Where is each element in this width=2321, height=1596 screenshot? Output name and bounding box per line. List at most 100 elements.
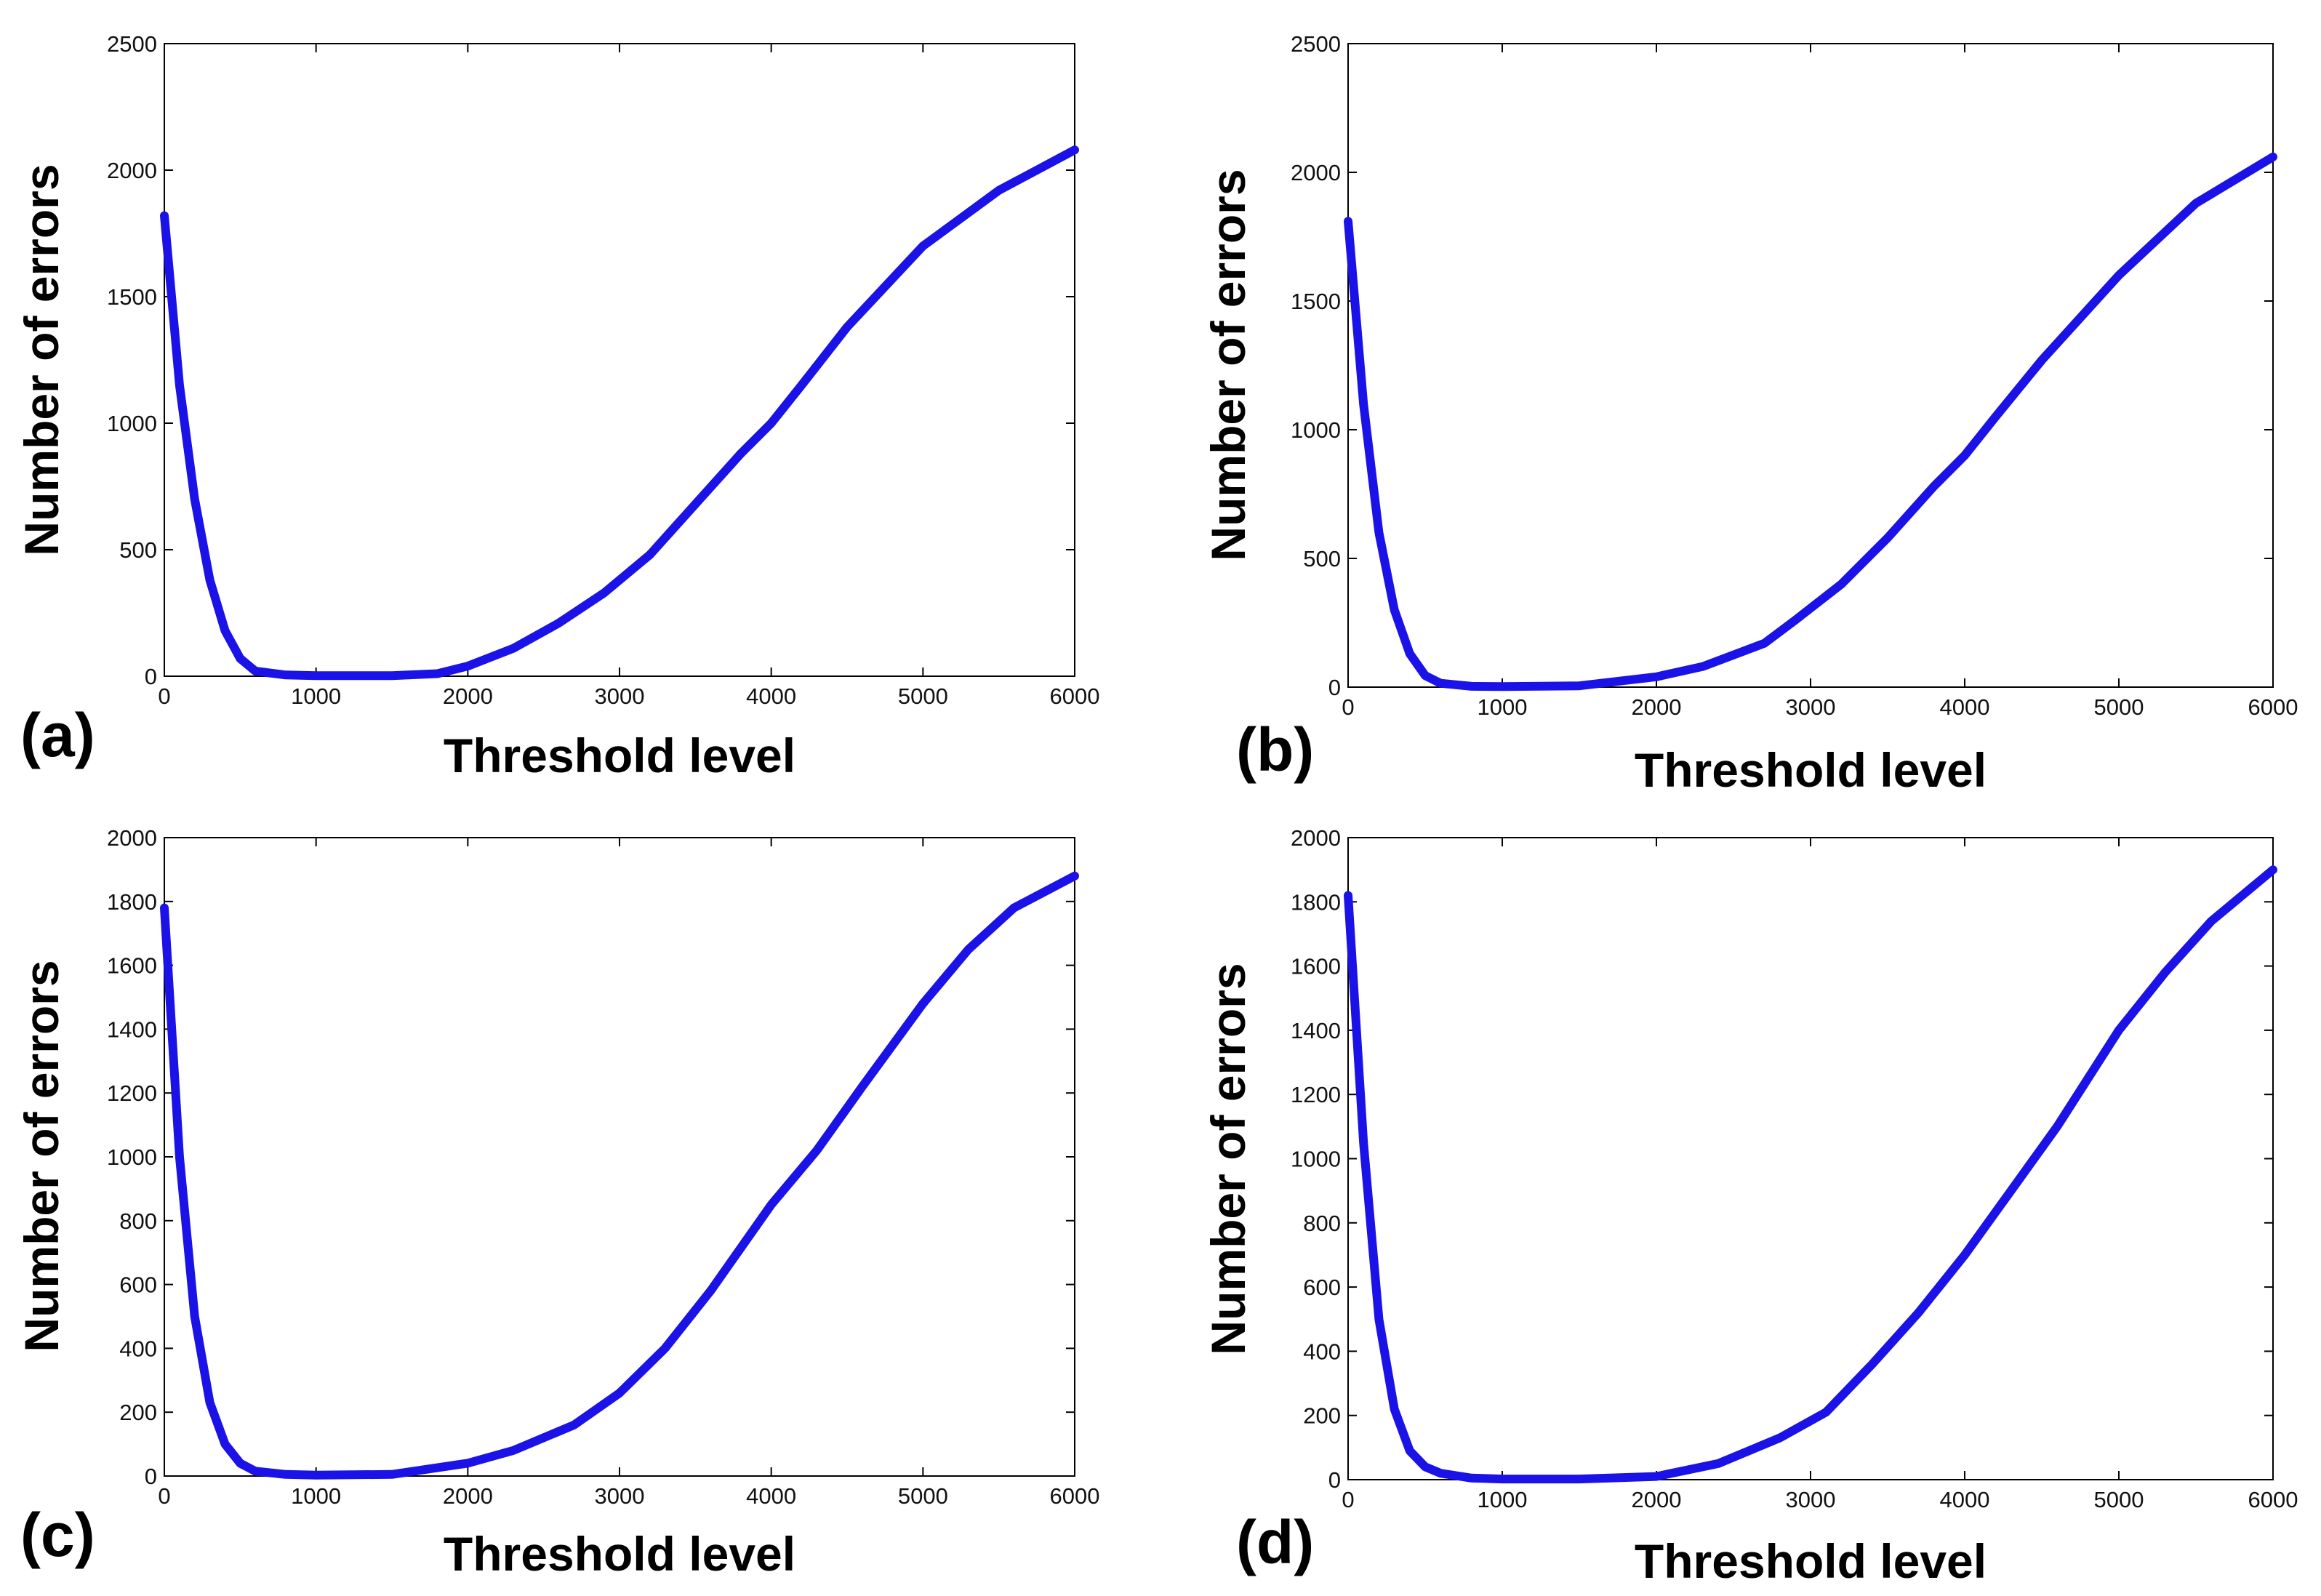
data-point (1467, 682, 1475, 690)
y-tick-label: 800 (119, 1208, 157, 1234)
data-point (175, 1153, 183, 1160)
data-point (1776, 1434, 1784, 1442)
plot-frame (164, 837, 1075, 1477)
data-point (1653, 673, 1660, 681)
data-point (509, 1446, 517, 1454)
y-tick-label: 500 (1303, 546, 1341, 572)
data-point (1884, 534, 1891, 542)
data-point (1930, 482, 1938, 490)
data-point (281, 1470, 289, 1478)
x-tick-label: 4000 (746, 1483, 796, 1509)
data-point (1653, 1472, 1660, 1480)
y-tick-label: 1600 (107, 953, 157, 979)
x-tick-label: 2000 (1632, 694, 1682, 720)
chart-panel-1: 0 1000 2000 3000 4000 5000 6000 0 500 1000 1500 200… (1201, 31, 2298, 797)
x-tick-label: 2000 (443, 683, 493, 709)
y-tick-label: 500 (119, 537, 157, 563)
data-point (161, 212, 168, 220)
y-tick-label: 1000 (107, 1144, 157, 1170)
data-point (1837, 580, 1845, 588)
y-tick-label: 1400 (107, 1016, 157, 1042)
data-point (1375, 529, 1383, 537)
y-tick-label: 1000 (1291, 1147, 1341, 1172)
data-point (767, 420, 775, 427)
data-point (813, 1147, 821, 1155)
data-point (1390, 606, 1398, 614)
x-tick-label: 6000 (2248, 694, 2298, 720)
x-tick-label: 4000 (746, 683, 796, 709)
y-tick-label: 600 (119, 1272, 157, 1298)
data-point (252, 1467, 260, 1475)
data-point (2269, 866, 2277, 874)
data-point (1360, 400, 1368, 408)
data-point (616, 1389, 623, 1397)
data-point (236, 1459, 244, 1467)
x-tick-label: 6000 (1050, 1483, 1100, 1509)
y-tick-label: 2000 (107, 825, 157, 851)
y-tick-label: 2000 (107, 158, 157, 183)
data-point (252, 667, 260, 675)
data-point (2161, 969, 2169, 977)
y-tick-label: 2500 (107, 31, 157, 57)
data-point (1576, 1475, 1583, 1483)
y-tick-label: 0 (145, 1464, 157, 1489)
data-point (1406, 649, 1414, 657)
x-tick-label: 4000 (1940, 694, 1990, 720)
x-tick-label: 6000 (1050, 683, 1100, 709)
data-point (191, 1312, 199, 1320)
data-point (1071, 872, 1078, 880)
y-tick-label: 600 (1303, 1275, 1341, 1300)
x-tick-label: 5000 (898, 1483, 948, 1509)
series-line-errors (1344, 152, 2277, 691)
x-tick-label: 0 (1342, 694, 1354, 720)
data-point (2208, 917, 2216, 925)
y-tick-label: 1500 (1291, 289, 1341, 314)
data-point (555, 619, 563, 627)
panel-label: (d) (1236, 1508, 1314, 1576)
data-point (1071, 146, 1078, 154)
data-point (1699, 662, 1707, 670)
panel-label: (c) (20, 1501, 95, 1569)
data-point (692, 500, 699, 508)
y-tick-label: 1400 (1291, 1018, 1341, 1043)
x-tick-label: 0 (1342, 1487, 1354, 1512)
y-tick-label: 800 (1303, 1211, 1341, 1236)
data-point (1406, 1447, 1414, 1455)
data-point (1576, 682, 1583, 690)
data-point (281, 671, 289, 679)
y-tick-label: 0 (1328, 675, 1341, 700)
y-tick-label: 1000 (1291, 417, 1341, 443)
data-point (646, 550, 654, 558)
data-point (161, 904, 168, 912)
data-point (1915, 1309, 1923, 1317)
y-tick-label: 1500 (107, 284, 157, 310)
data-point (221, 627, 229, 635)
y-tick-label: 200 (119, 1400, 157, 1425)
y-axis-title: Number of errors (1201, 169, 1255, 561)
x-axis-title: Threshold level (1635, 1534, 1987, 1588)
data-point (1344, 891, 1352, 899)
x-tick-label: 6000 (2248, 1487, 2298, 1512)
data-point (1822, 1408, 1830, 1416)
data-point (206, 576, 214, 584)
data-point (964, 945, 972, 953)
data-point (1010, 904, 1018, 912)
y-tick-label: 400 (1303, 1339, 1341, 1364)
x-axis-title: Threshold level (444, 729, 795, 782)
data-point (661, 1344, 669, 1352)
panel-label: (b) (1236, 715, 1314, 784)
plot-frame (1347, 43, 2274, 688)
x-tick-label: 0 (158, 683, 170, 709)
data-point (1375, 1315, 1383, 1323)
data-point (919, 242, 927, 250)
x-tick-label: 1000 (291, 1483, 341, 1509)
data-point (1344, 217, 1352, 225)
x-tick-label: 2000 (443, 1483, 493, 1509)
data-point (464, 1459, 472, 1467)
data-point (1390, 1405, 1398, 1413)
series-line-errors (160, 871, 1079, 1480)
data-point (2053, 1123, 2061, 1131)
y-tick-label: 1000 (107, 411, 157, 436)
data-point (2269, 153, 2277, 161)
